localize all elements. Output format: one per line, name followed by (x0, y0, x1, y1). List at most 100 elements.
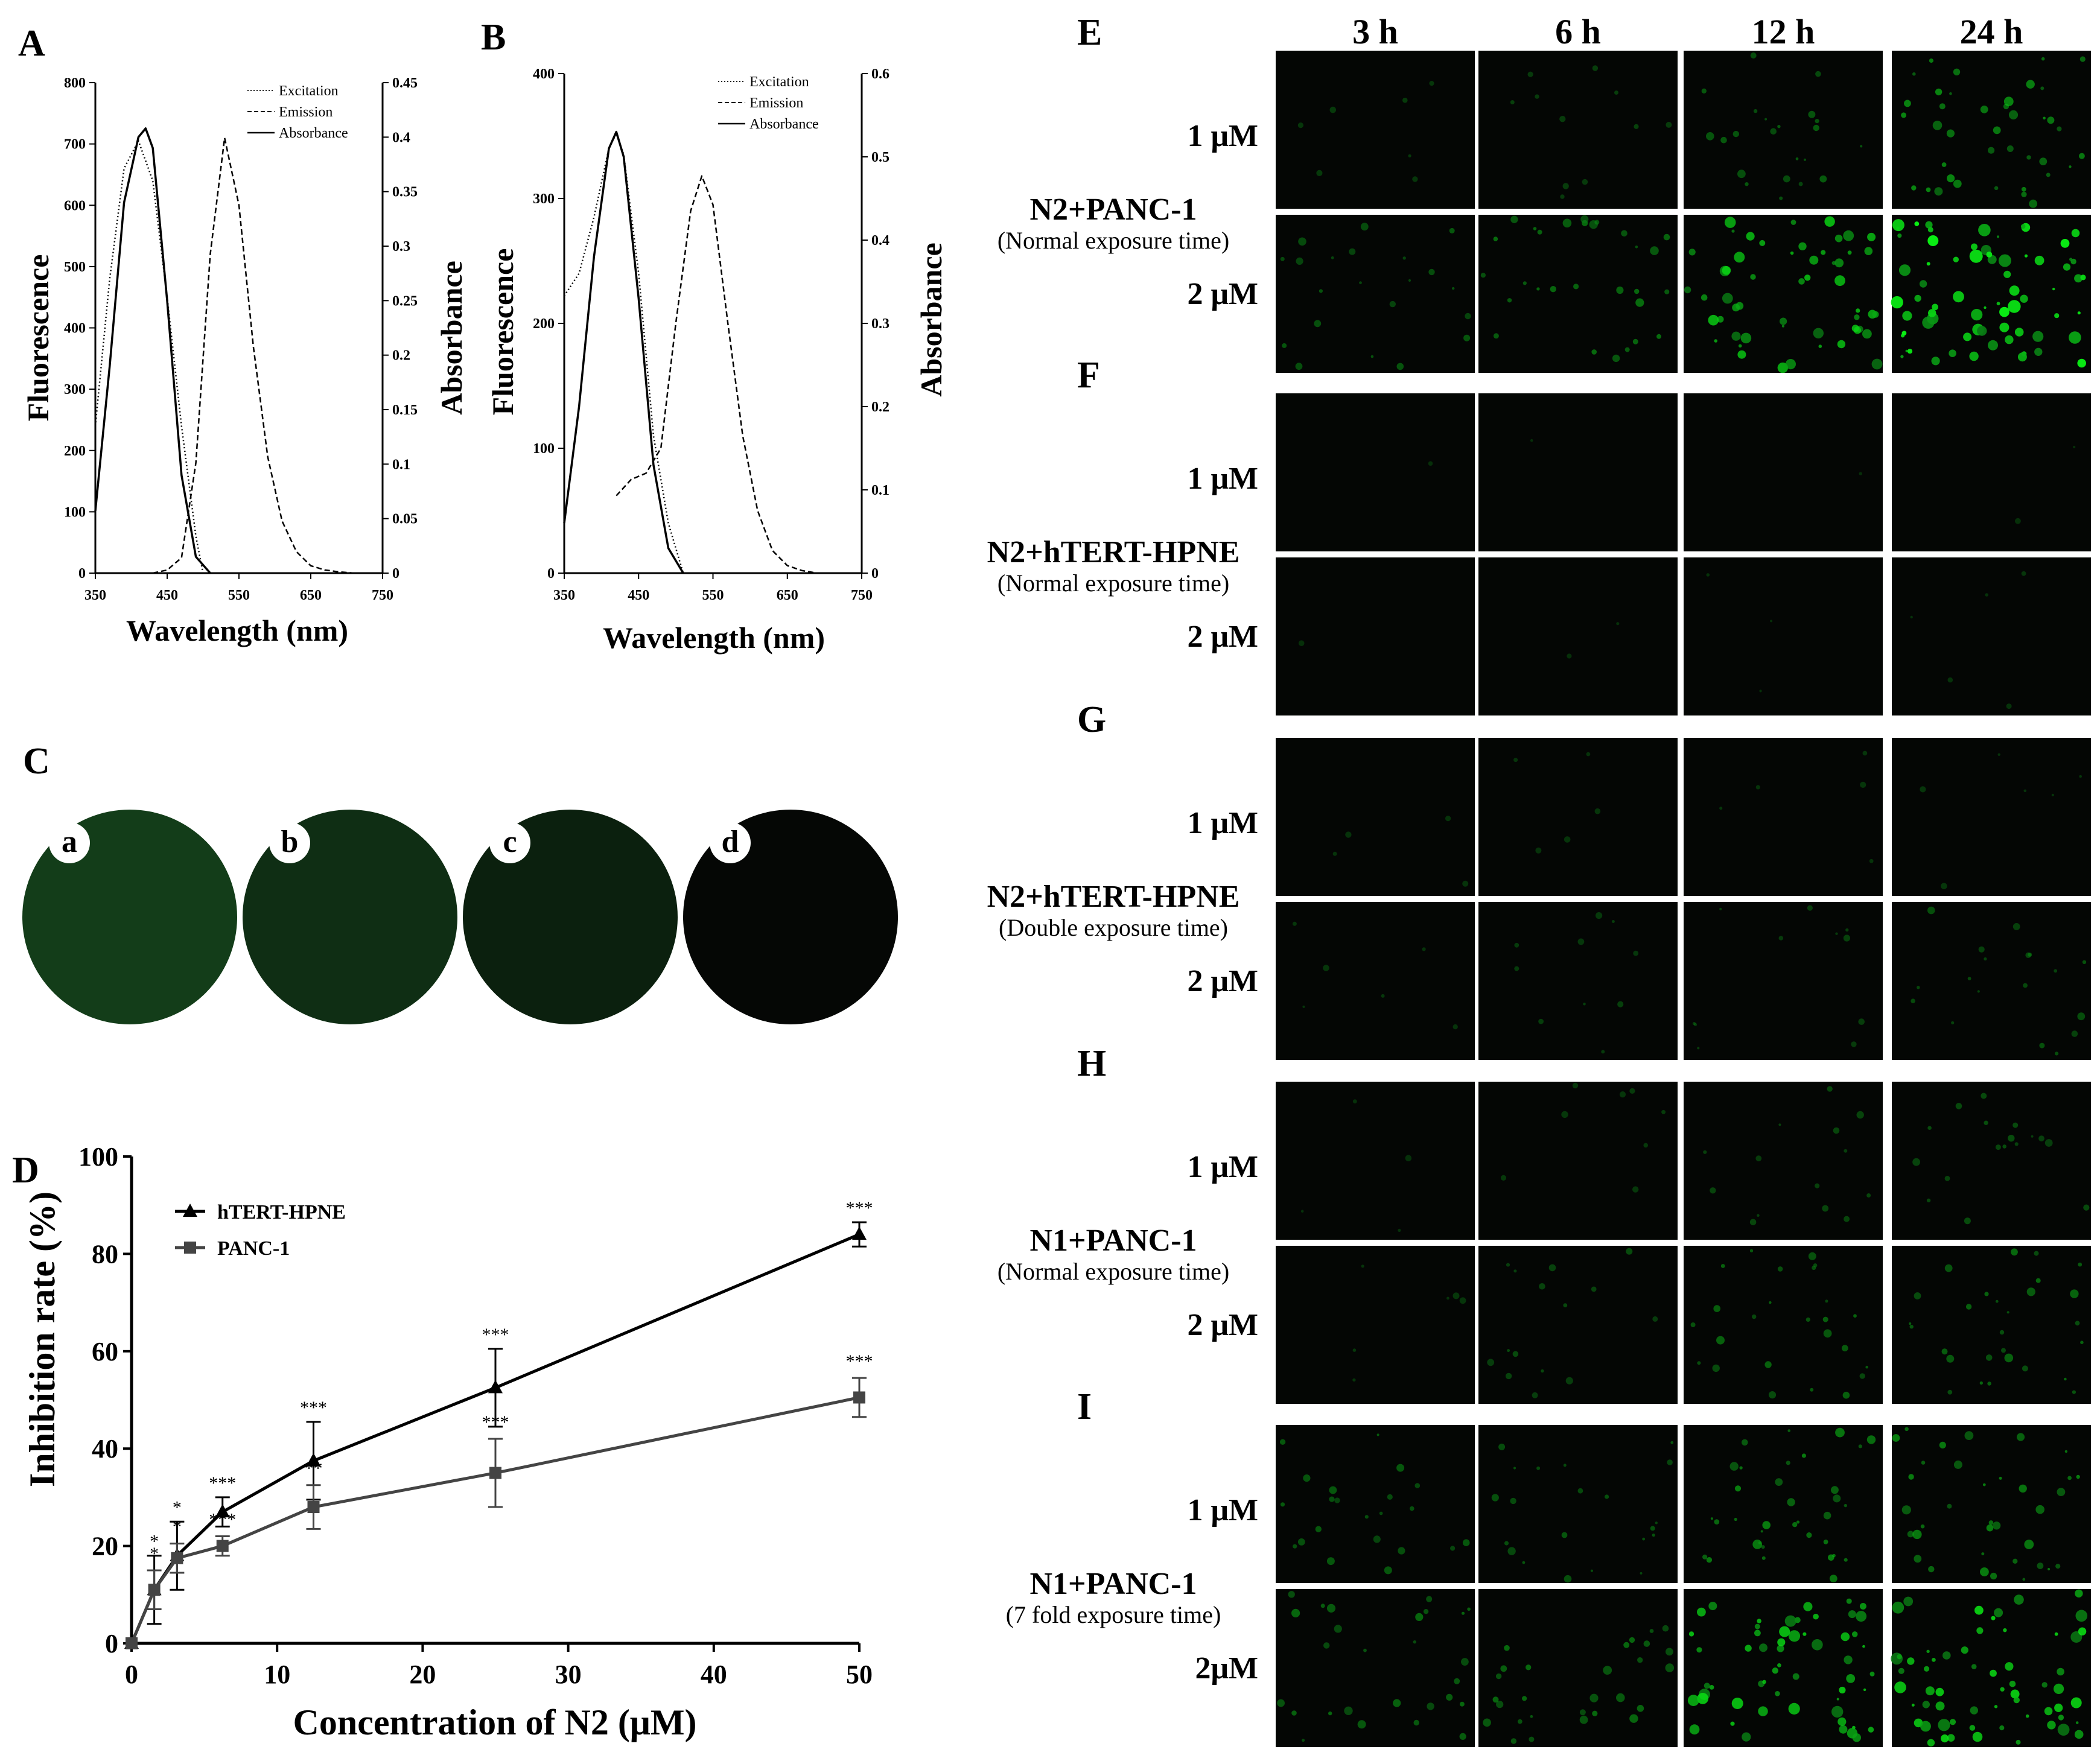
panel-a-x-tick-label: 450 (156, 588, 178, 603)
fluorescent-cell (1427, 1702, 1434, 1710)
fluorescent-cell (1810, 1388, 1814, 1392)
micrograph-background (1478, 215, 1678, 373)
fluorescent-cell (1824, 216, 1835, 227)
fluorescent-cell (1561, 1532, 1568, 1538)
fluorescent-cell (1932, 1658, 1936, 1662)
micrograph-image (1478, 1425, 1678, 1583)
fluorescent-cell (2006, 1311, 2009, 1314)
fluorescent-cell (1329, 106, 1337, 113)
panel-b-ylabel-left: Fluorescence (486, 249, 520, 416)
fluorescent-cell (1912, 1529, 1922, 1540)
fluorescent-cell (2008, 1135, 2015, 1142)
fluorescent-cell (1379, 1511, 1383, 1515)
fluorescent-cell (1909, 1325, 1914, 1329)
fluorescent-cell (1965, 1304, 1972, 1310)
fluorescent-cell (1734, 1485, 1742, 1492)
fluorescent-cell (1504, 1541, 1509, 1546)
fluorescent-cell (1564, 1575, 1572, 1583)
fluorescent-cell (1912, 1158, 1921, 1166)
fluorescent-cell (1381, 994, 1385, 998)
fluorescent-cell (1591, 349, 1597, 355)
fluorescent-cell (1843, 230, 1854, 241)
fluorescent-cell (1907, 1531, 1914, 1538)
fluorescent-cell (1851, 1041, 1857, 1047)
panel-b-x-tick-label: 750 (851, 588, 873, 603)
fluorescent-cell (1697, 1607, 1706, 1617)
panel-d-y-tick-label: 40 (92, 1434, 118, 1464)
fluorescent-cell (2070, 1697, 2082, 1708)
panel-b-series-excitation (563, 133, 684, 574)
fluorescent-cell (1415, 1613, 1424, 1621)
fluorescent-cell (1739, 1466, 1743, 1470)
fluorescent-cell (1815, 71, 1821, 77)
fluorescent-cell (1901, 331, 1907, 336)
fluorescent-cell (1360, 223, 1369, 231)
fluorescent-cell (1708, 1602, 1717, 1611)
micrograph-image (1478, 557, 1678, 715)
panel-d-label: D (12, 1150, 39, 1191)
fluorescent-cell (1704, 1683, 1710, 1689)
fluorescent-cell (1326, 1604, 1336, 1613)
fluorescent-cell (1376, 1433, 1379, 1436)
fluorescent-cell (1853, 1314, 1857, 1318)
panel-d-significance: * (150, 1544, 159, 1564)
fluorescent-cell (1720, 1264, 1725, 1268)
fluorescent-cell (1851, 325, 1859, 332)
fluorescent-cell (1947, 677, 1953, 683)
fluorescent-cell (1762, 1521, 1771, 1529)
micrograph-image (1478, 51, 1678, 209)
fluorescent-cell (1908, 1474, 1914, 1480)
panel-a-y-left-tick-label: 300 (64, 382, 86, 398)
panel-e-label: E (1077, 12, 1102, 53)
fluorescent-cell (2047, 1721, 2056, 1730)
panel-d: D Inhibition rate (%) Concentration of N… (12, 1142, 873, 1742)
fluorescent-cell (1981, 1552, 1985, 1556)
fluorescent-cell (1329, 1486, 1337, 1494)
fluorescent-cell (1710, 1517, 1713, 1520)
panel-a-series-excitation (94, 140, 204, 574)
micrograph-background (1276, 393, 1475, 551)
fluorescent-cell (1787, 1429, 1790, 1432)
fluorescent-cell (1514, 966, 1519, 971)
fluorescent-cell (2046, 173, 2051, 177)
row-label-1uM: 1 μM (1187, 119, 1258, 153)
fluorescent-cell (2071, 1030, 2078, 1037)
fluorescent-cell (1693, 1023, 1698, 1026)
fluorescent-cell (1291, 1608, 1300, 1617)
panel-a-x-tick-label: 550 (228, 588, 250, 603)
column-header-12h: 12 h (1752, 12, 1815, 51)
fluorescent-cell (2014, 328, 2024, 337)
fluorescent-cell (1988, 340, 1998, 351)
fluorescent-cell (1844, 1503, 1847, 1508)
fluorescent-cell (1851, 1631, 1858, 1637)
fluorescent-cell (2014, 1594, 2024, 1605)
fluorescent-cell (1910, 615, 1913, 619)
fluorescent-cell (1708, 314, 1719, 326)
fluorescent-cell (1349, 248, 1356, 255)
fluorescent-cell (1757, 1214, 1760, 1217)
fluorescent-cell (1507, 1547, 1516, 1555)
fluorescent-cell (1783, 175, 1790, 183)
fluorescent-cell (1985, 1354, 1993, 1361)
fluorescent-cell (1573, 284, 1579, 290)
fluorescent-cell (1812, 1639, 1823, 1651)
fluorescent-cell (2078, 1262, 2082, 1267)
fluorescent-cell (1740, 332, 1752, 344)
fluorescent-cell (1652, 1316, 1658, 1322)
fluorescent-cell (1731, 229, 1735, 233)
panel-d-point-panc1 (216, 1540, 229, 1552)
fluorescent-cell (1429, 81, 1434, 86)
fluorescent-cell (1463, 334, 1471, 341)
fluorescent-cell (1732, 130, 1739, 138)
fluorescent-cell (1759, 240, 1766, 246)
fluorescent-cell (1387, 1494, 1393, 1500)
fluorescent-cell (1902, 311, 1912, 321)
well-label-d: d (722, 825, 739, 859)
fluorescent-cell (1352, 1378, 1356, 1382)
well-label-a: a (62, 825, 77, 859)
fluorescent-cell (1590, 1569, 1593, 1572)
fluorescent-cell (2079, 775, 2082, 778)
fluorescent-cell (1326, 1557, 1335, 1566)
fluorescent-cell (1302, 1005, 1305, 1008)
fluorescent-cell (1316, 170, 1323, 176)
